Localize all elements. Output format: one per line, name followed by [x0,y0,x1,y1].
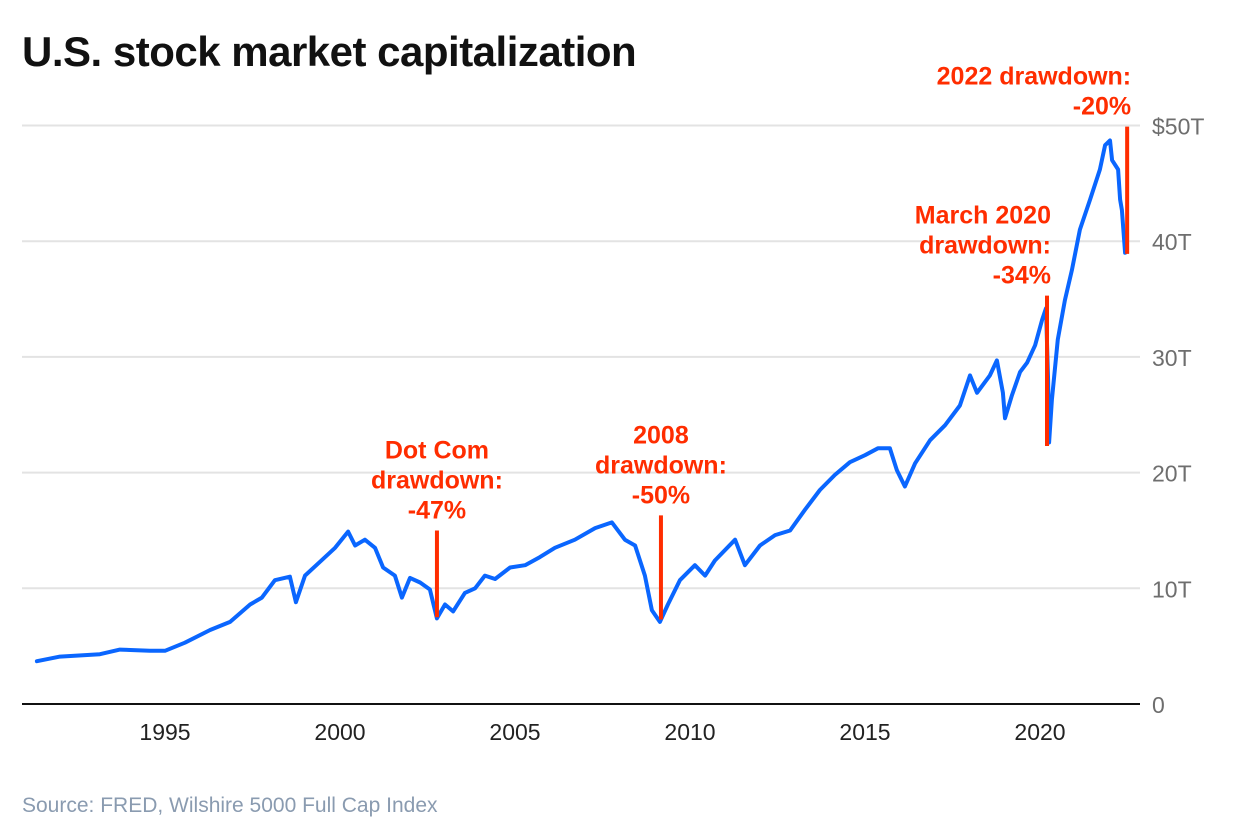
annotation-label: -20% [1073,93,1131,121]
y-tick-label: 30T [1152,345,1192,371]
annotation-label: -34% [993,262,1051,290]
annotation-label: drawdown: [595,451,727,479]
x-tick-label: 2000 [314,719,365,745]
y-tick-label: 0 [1152,692,1165,718]
drawdown-annotation: 2022 drawdown:-20% [937,63,1132,254]
x-tick-label: 1995 [139,719,190,745]
annotation-label: March 2020 [915,202,1051,230]
x-tick-label: 2015 [839,719,890,745]
source-note: Source: FRED, Wilshire 5000 Full Cap Ind… [22,794,438,817]
x-tick-label: 2020 [1014,719,1065,745]
annotation-label: -50% [632,481,690,509]
annotation-label: drawdown: [371,466,503,494]
annotation-label: 2008 [633,421,689,449]
x-tick-label: 2010 [664,719,715,745]
chart-title: U.S. stock market capitalization [22,28,637,75]
annotation-label: -47% [408,496,466,524]
y-tick-label: $50T [1152,114,1204,140]
annotation-label: drawdown: [919,232,1051,260]
annotation-label: 2022 drawdown: [937,63,1132,91]
y-tick-label: 10T [1152,576,1192,602]
y-tick-label: 20T [1152,461,1192,487]
annotation-label: Dot Com [385,436,489,464]
y-tick-label: 40T [1152,229,1192,255]
x-tick-label: 2005 [489,719,540,745]
